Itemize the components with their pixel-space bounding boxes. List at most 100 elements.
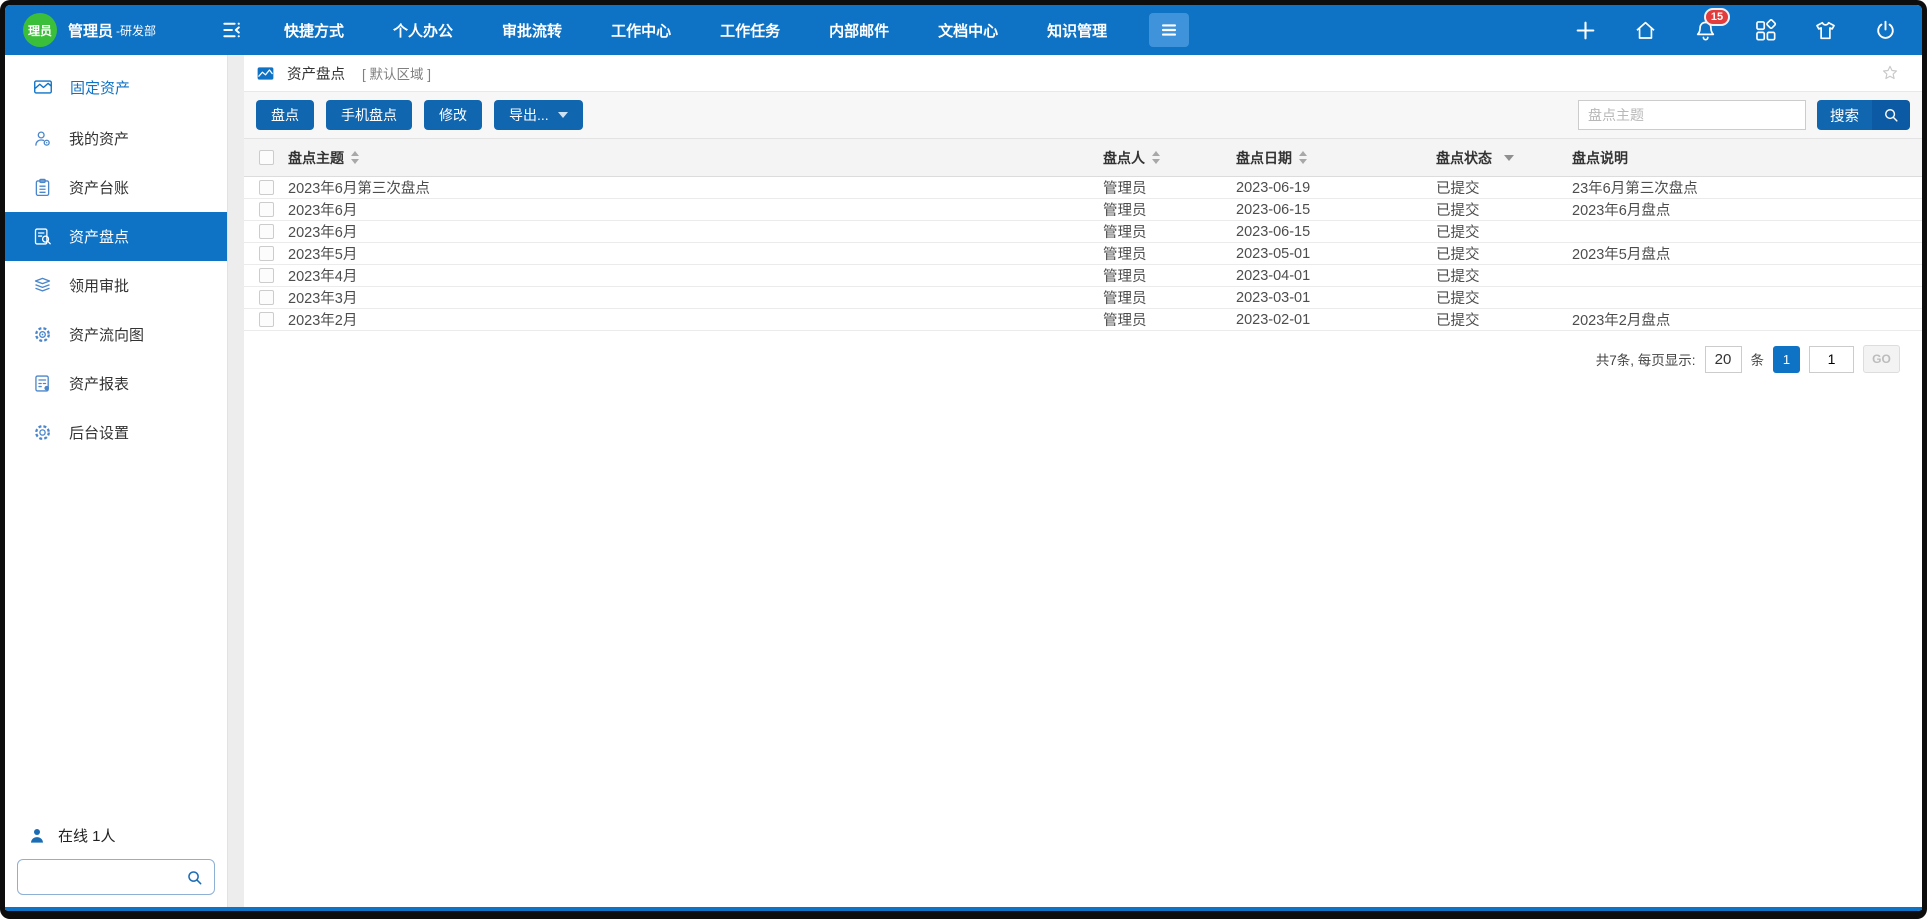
sidebar-content-gap xyxy=(228,55,244,907)
table-body: 2023年6月第三次盘点 管理员 2023-06-19 已提交 23年6月第三次… xyxy=(244,177,1922,331)
menu-fold-icon[interactable] xyxy=(220,17,246,43)
table-row[interactable]: 2023年4月 管理员 2023-04-01 已提交 xyxy=(244,265,1922,287)
row-checkbox[interactable] xyxy=(258,180,274,195)
column-header-status[interactable]: 盘点状态 xyxy=(1436,148,1572,168)
cell-person: 管理员 xyxy=(1103,203,1147,219)
sidebar-item[interactable]: 领用审批 xyxy=(5,261,227,310)
sort-icon[interactable] xyxy=(1299,151,1307,164)
table-row[interactable]: 2023年5月 管理员 2023-05-01 已提交 2023年5月盘点 xyxy=(244,243,1922,265)
search-icon[interactable] xyxy=(185,868,204,887)
table-row[interactable]: 2023年2月 管理员 2023-02-01 已提交 2023年2月盘点 xyxy=(244,309,1922,331)
column-header-date[interactable]: 盘点日期 xyxy=(1236,148,1436,168)
inventory-button[interactable]: 盘点 xyxy=(256,100,314,130)
nav-item[interactable]: 工作任务 xyxy=(720,22,781,40)
modify-button[interactable]: 修改 xyxy=(424,100,482,130)
row-checkbox[interactable] xyxy=(258,290,274,305)
nav-item[interactable]: 知识管理 xyxy=(1047,22,1108,40)
page-title: 资产盘点 xyxy=(287,66,345,83)
sidebar-item-icon xyxy=(32,324,53,345)
nav-item[interactable]: 快捷方式 xyxy=(284,22,345,40)
row-checkbox[interactable] xyxy=(258,268,274,283)
topbar: 理员 管理员 -研发部 快捷方式 个人办公 审批流转 工作中心 工作任务 内部邮… xyxy=(5,5,1922,55)
page-size-input[interactable] xyxy=(1704,345,1742,373)
sidebar-item[interactable]: 资产报表 xyxy=(5,359,227,408)
nav-item[interactable]: 内部邮件 xyxy=(829,22,890,40)
cell-subject[interactable]: 2023年5月 xyxy=(288,247,358,263)
cell-description: 23年6月第三次盘点 xyxy=(1572,181,1698,197)
fixed-assets-icon xyxy=(32,76,54,98)
column-header-person[interactable]: 盘点人 xyxy=(1103,148,1236,168)
nav-item[interactable]: 文档中心 xyxy=(938,22,999,40)
cell-status: 已提交 xyxy=(1436,181,1480,197)
notifications-button[interactable]: 15 xyxy=(1693,7,1730,43)
search-button[interactable]: 搜索 xyxy=(1817,100,1910,130)
sidebar-item[interactable]: 后台设置 xyxy=(5,408,227,457)
row-checkbox-cell xyxy=(244,180,288,195)
subject-search-input[interactable] xyxy=(1578,100,1806,130)
nav-item[interactable]: 审批流转 xyxy=(502,22,563,40)
sidebar-item-label: 我的资产 xyxy=(69,131,130,148)
column-header-subject[interactable]: 盘点主题 xyxy=(288,148,1103,168)
nav-item[interactable]: 工作中心 xyxy=(611,22,672,40)
notification-badge: 15 xyxy=(1704,7,1730,26)
export-dropdown-button[interactable]: 导出... xyxy=(494,100,583,130)
table-row[interactable]: 2023年3月 管理员 2023-03-01 已提交 xyxy=(244,287,1922,309)
home-icon[interactable] xyxy=(1633,18,1658,43)
row-checkbox[interactable] xyxy=(258,202,274,217)
sidebar-bottom: 在线 1人 xyxy=(5,825,227,907)
apps-icon[interactable] xyxy=(1753,18,1778,43)
theme-icon[interactable] xyxy=(1813,18,1838,43)
power-icon[interactable] xyxy=(1873,18,1898,43)
hamburger-menu-button[interactable] xyxy=(1149,13,1190,47)
table-row[interactable]: 2023年6月 管理员 2023-06-15 已提交 2023年6月盘点 xyxy=(244,199,1922,221)
row-checkbox[interactable] xyxy=(258,224,274,239)
row-checkbox[interactable] xyxy=(258,312,274,327)
filter-caret-icon[interactable] xyxy=(1504,154,1514,161)
table-row[interactable]: 2023年6月 管理员 2023-06-15 已提交 xyxy=(244,221,1922,243)
table-row[interactable]: 2023年6月第三次盘点 管理员 2023-06-19 已提交 23年6月第三次… xyxy=(244,177,1922,199)
sidebar: 固定资产 我的资产 资产台账 资产盘点 xyxy=(5,55,228,907)
online-status: 在线 1人 xyxy=(27,825,215,846)
avatar[interactable]: 理员 xyxy=(23,13,57,47)
cell-subject[interactable]: 2023年3月 xyxy=(288,291,358,307)
sidebar-search-input[interactable] xyxy=(28,869,185,885)
cell-person: 管理员 xyxy=(1103,225,1147,241)
current-page-button[interactable]: 1 xyxy=(1773,345,1800,373)
sidebar-item[interactable]: 资产盘点 xyxy=(5,212,227,261)
add-icon[interactable] xyxy=(1573,18,1598,43)
cell-description: 2023年5月盘点 xyxy=(1572,247,1671,263)
row-checkbox[interactable] xyxy=(258,246,274,261)
cell-subject[interactable]: 2023年6月 xyxy=(288,225,358,241)
row-checkbox-cell xyxy=(244,312,288,327)
cell-date: 2023-04-01 xyxy=(1236,267,1311,284)
cell-subject[interactable]: 2023年6月 xyxy=(288,203,358,219)
sidebar-item[interactable]: 我的资产 xyxy=(5,114,227,163)
sort-icon[interactable] xyxy=(351,151,359,164)
nav-item[interactable]: 个人办公 xyxy=(393,22,454,40)
column-label: 盘点日期 xyxy=(1236,149,1292,166)
cell-subject[interactable]: 2023年4月 xyxy=(288,269,358,285)
caret-down-icon xyxy=(557,112,568,118)
row-checkbox-cell xyxy=(244,290,288,305)
sidebar-item-icon xyxy=(32,373,53,394)
cell-date: 2023-02-01 xyxy=(1236,311,1311,328)
page-jump-input[interactable] xyxy=(1809,345,1854,373)
topbar-icons: 15 xyxy=(1573,7,1904,43)
table-header: 盘点主题 盘点人 盘点日期 盘点状态 盘点说明 xyxy=(244,139,1922,177)
favorite-star-icon[interactable] xyxy=(1880,63,1900,83)
go-button[interactable]: GO xyxy=(1863,345,1900,373)
sidebar-item-icon xyxy=(32,422,53,443)
sidebar-item[interactable]: 资产台账 xyxy=(5,163,227,212)
sort-icon[interactable] xyxy=(1152,151,1160,164)
column-label: 盘点人 xyxy=(1103,149,1145,166)
cell-status: 已提交 xyxy=(1436,247,1480,263)
sidebar-item-label: 资产台账 xyxy=(69,180,130,197)
export-label: 导出... xyxy=(509,107,549,123)
cell-subject[interactable]: 2023年2月 xyxy=(288,313,358,329)
mobile-inventory-button[interactable]: 手机盘点 xyxy=(326,100,412,130)
sidebar-item[interactable]: 资产流向图 xyxy=(5,310,227,359)
cell-subject[interactable]: 2023年6月第三次盘点 xyxy=(288,181,430,197)
select-all-checkbox[interactable] xyxy=(258,150,274,165)
toolbar: 盘点 手机盘点 修改 导出... 搜索 xyxy=(244,92,1922,139)
